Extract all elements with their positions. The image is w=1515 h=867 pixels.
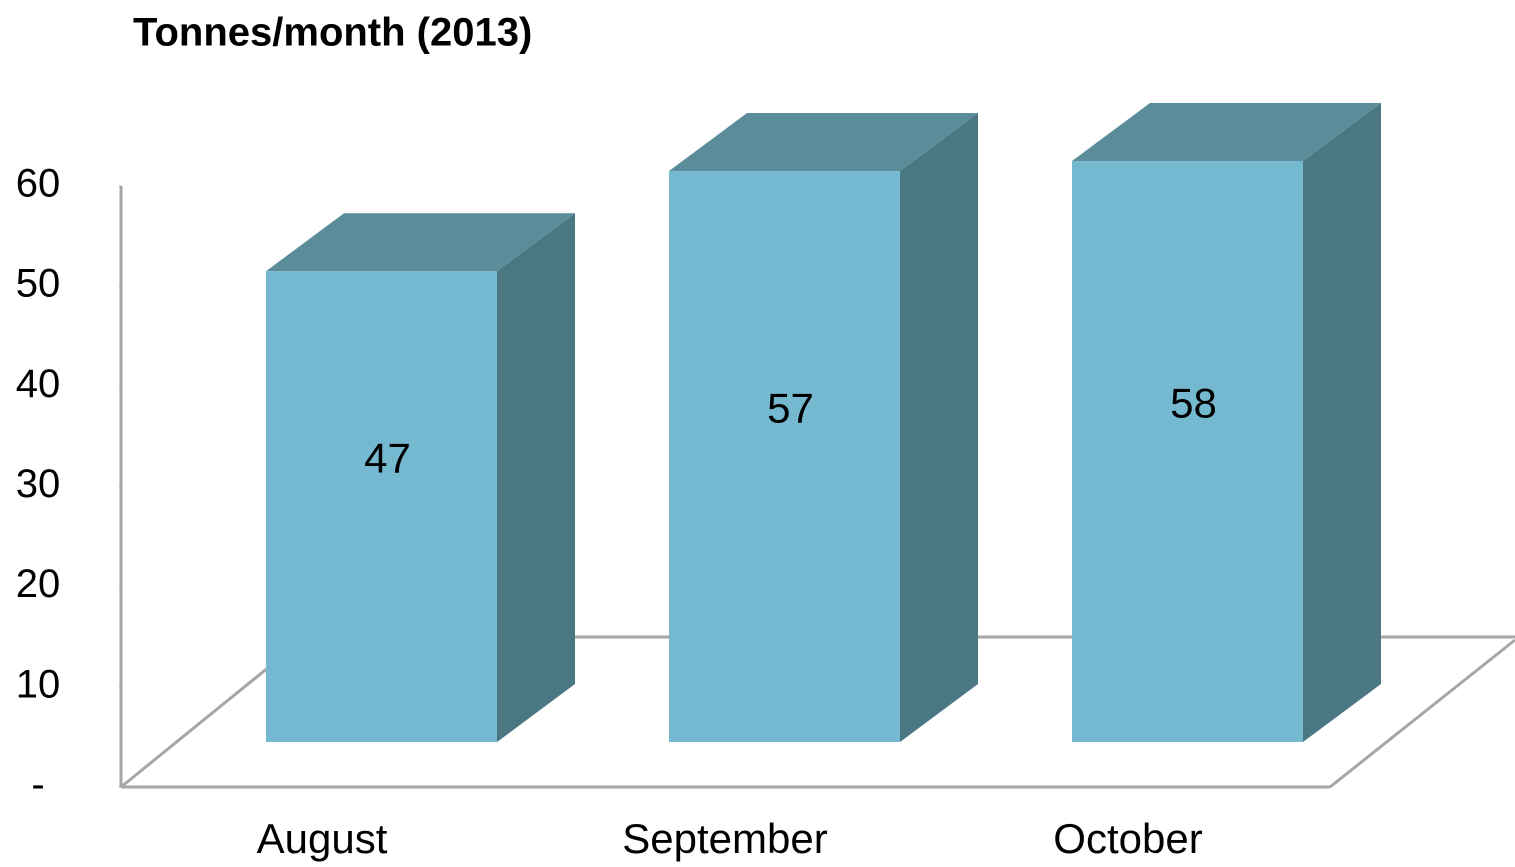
bar-top: [266, 213, 575, 272]
bar-top: [669, 113, 978, 172]
bar: [669, 171, 900, 743]
bar: [1072, 161, 1303, 743]
floor-edge: [1329, 638, 1515, 789]
value-label: 57: [767, 385, 814, 432]
x-tick-label: September: [622, 815, 827, 862]
y-tick-label: 30: [16, 462, 61, 506]
value-label: 47: [364, 435, 411, 482]
y-tick-label: 10: [16, 662, 61, 706]
bar-side: [497, 213, 575, 742]
y-tick-label: 20: [16, 562, 61, 606]
bar-side: [1303, 103, 1381, 743]
x-tick-label: August: [257, 815, 388, 862]
y-tick-label: 50: [16, 262, 61, 306]
y-tick-label: 40: [16, 362, 61, 406]
y-tick-label: 60: [16, 162, 61, 206]
chart-title: Tonnes/month (2013): [133, 11, 532, 55]
x-tick-label: October: [1053, 815, 1202, 862]
value-label: 58: [1170, 380, 1217, 427]
bar: [266, 271, 497, 742]
bar-side: [900, 113, 978, 743]
y-tick-label: -: [31, 763, 44, 807]
bar-top: [1072, 103, 1381, 162]
